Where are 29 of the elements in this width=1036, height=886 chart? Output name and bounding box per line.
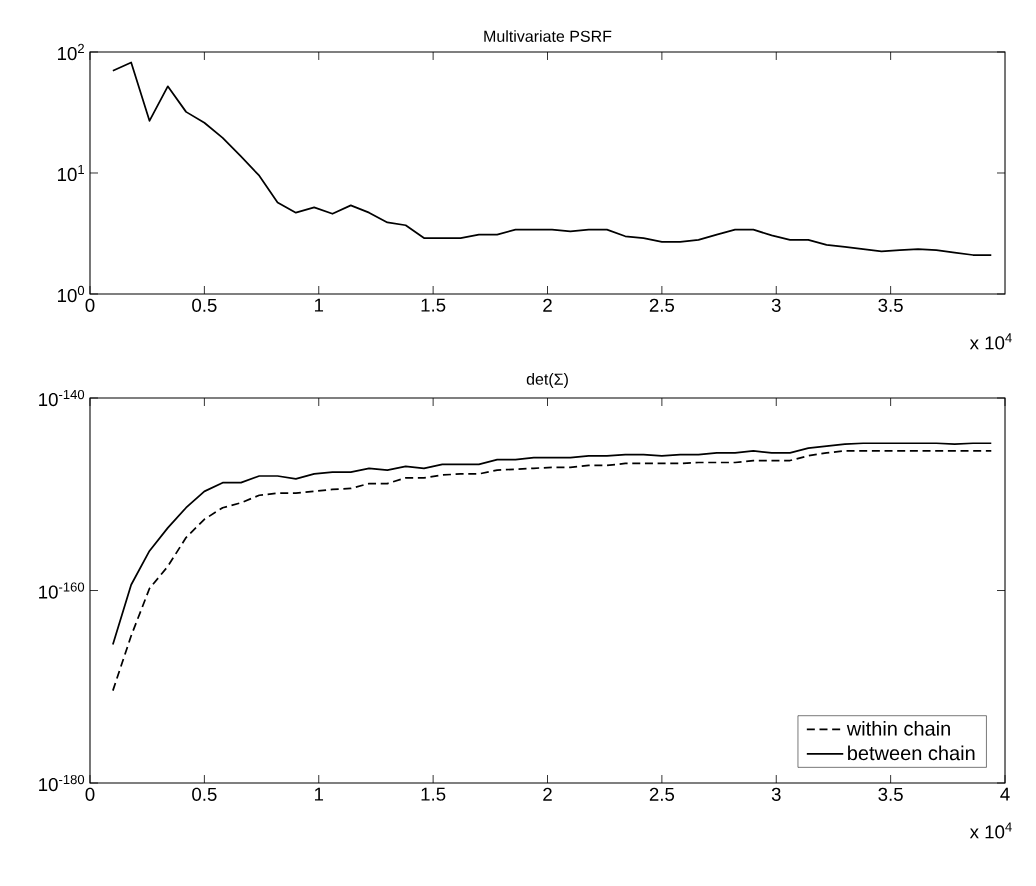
chart-title: det(Σ) (526, 373, 568, 388)
x-tick-label: 3.5 (878, 298, 903, 312)
x-tick-label: 3 (771, 787, 781, 801)
y-tick-label: 10$^{0}$ (58, 285, 85, 303)
x-tick-label: 0 (85, 298, 95, 312)
y-tick-label: 10$^{2}$ (58, 43, 84, 61)
legend-label: between chain (848, 745, 975, 761)
x-tick-label: 1.5 (421, 298, 446, 312)
x-tick-label: 1 (314, 787, 324, 801)
x-tick-label: 2 (543, 787, 552, 801)
x-tick-label: 4 (1000, 787, 1010, 801)
x-tick-label: 1.5 (421, 787, 446, 801)
x-tick-label: 3.5 (878, 787, 903, 801)
x-tick-label: 1 (314, 298, 324, 312)
y-tick-label: 10$^{-140}$ (39, 389, 85, 407)
y-tick-label: 10$^{-160}$ (39, 582, 85, 599)
x-tick-label: 3 (771, 298, 781, 312)
y-tick-label: 10$^{-180}$ (39, 774, 85, 792)
text: x 10$^{4}$ (969, 333, 1012, 350)
y-tick-label: 10$^{1}$ (58, 164, 84, 182)
x-tick-label: 2.5 (649, 787, 675, 801)
x-tick-label: 0.5 (192, 298, 217, 312)
text: x 10$^{4}$ (969, 822, 1012, 839)
x-tick-label: 0 (85, 787, 95, 801)
legend-label: within chain (846, 721, 950, 736)
x-tick-label: 2 (543, 298, 552, 312)
chart-title: Multivariate PSRF (484, 30, 612, 42)
x-tick-label: 2.5 (649, 298, 675, 312)
x-tick-label: 0.5 (192, 787, 217, 801)
